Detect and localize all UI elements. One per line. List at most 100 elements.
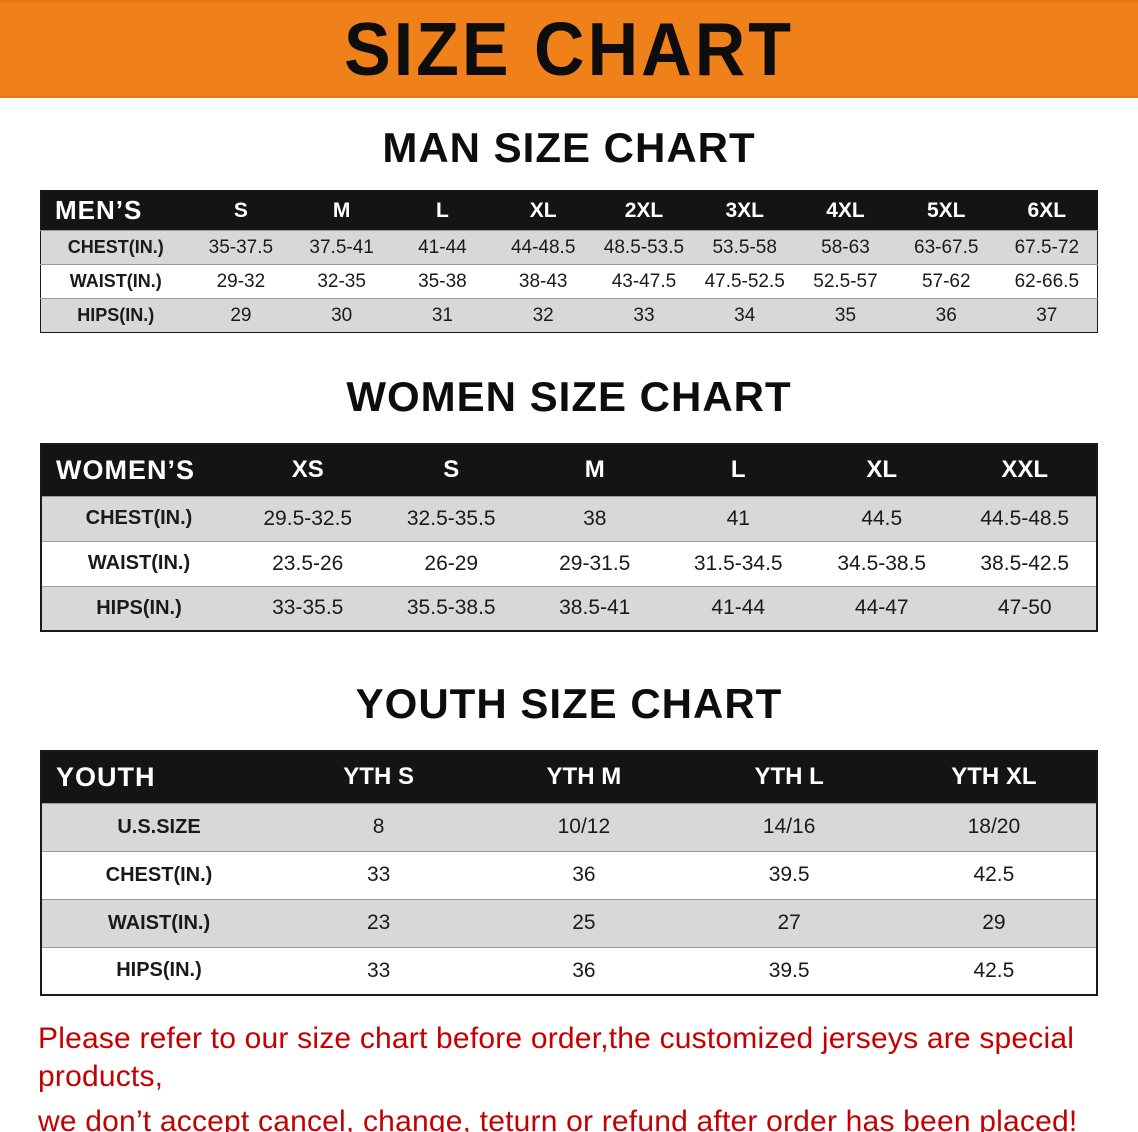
value-cell: 41-44 — [392, 230, 493, 265]
value-cell: 33 — [276, 946, 482, 995]
value-cell: 48.5-53.5 — [593, 230, 695, 265]
size-header-cell: XXL — [953, 444, 1097, 496]
size-header-cell: M — [291, 190, 393, 231]
youth-heading: YOUTH SIZE CHART — [355, 680, 783, 727]
table-title-cell: MEN’S — [40, 190, 191, 231]
women-size-table: WOMEN’S XS S M L XL XXL CHEST(IN.) 29.5-32.5 32.5… — [40, 443, 1098, 632]
value-cell: 35-37.5 — [190, 230, 292, 265]
value-cell: 44.5-48.5 — [953, 495, 1097, 541]
value-cell: 10/12 — [481, 802, 687, 851]
value-cell: 62-66.5 — [996, 264, 1098, 299]
size-header-cell: XL — [810, 444, 954, 496]
value-cell: 33 — [276, 850, 482, 899]
value-cell: 27 — [686, 898, 892, 947]
row-label-cell: HIPS(IN.) — [41, 585, 236, 631]
size-header-cell: XL — [492, 190, 594, 231]
value-cell: 43-47.5 — [593, 264, 695, 299]
value-cell: 35 — [795, 298, 896, 333]
table-row: WAIST(IN.) 23 25 27 29 — [41, 898, 1097, 947]
value-cell: 52.5-57 — [795, 264, 896, 299]
value-cell: 38.5-42.5 — [953, 540, 1097, 586]
size-header-cell: YTH L — [686, 751, 892, 803]
value-cell: 58-63 — [795, 230, 896, 265]
value-cell: 25 — [481, 898, 687, 947]
size-header-cell: L — [392, 190, 493, 231]
size-header-cell: L — [666, 444, 810, 496]
value-cell: 63-67.5 — [895, 230, 997, 265]
value-cell: 31 — [392, 298, 493, 333]
row-label-cell: CHEST(IN.) — [41, 495, 236, 541]
value-cell: 32-35 — [291, 264, 393, 299]
notice-line-1: Please refer to our size chart before or… — [38, 1022, 1075, 1093]
row-label-cell: HIPS(IN.) — [40, 298, 191, 333]
table-row: U.S.SIZE 8 10/12 14/16 18/20 — [41, 802, 1097, 851]
value-cell: 30 — [291, 298, 393, 333]
value-cell: 37.5-41 — [291, 230, 393, 265]
table-row: CHEST(IN.) 29.5-32.5 32.5-35.5 38 41 44.5 44.5… — [41, 495, 1097, 541]
value-cell: 29 — [891, 898, 1097, 947]
value-cell: 35.5-38.5 — [379, 585, 523, 631]
size-header-cell: S — [190, 190, 292, 231]
value-cell: 33 — [593, 298, 695, 333]
size-header-cell: YTH S — [276, 751, 482, 803]
youth-size-table: YOUTH YTH S YTH M YTH L YTH XL U.S.SIZE 8 10/12… — [40, 750, 1098, 996]
size-header-cell: 2XL — [593, 190, 695, 231]
value-cell: 26-29 — [379, 540, 523, 586]
table-row: WAIST(IN.) 29-32 32-35 35-38 38-43 43-47.5 47.… — [40, 264, 1098, 299]
table-title-cell: YOUTH — [41, 751, 276, 803]
men-size-table: MEN’S S M L XL 2XL 3XL 4XL 5XL 6XL CHEST(IN.) 35-37… — [40, 190, 1098, 333]
size-header-cell: 4XL — [795, 190, 896, 231]
men-section: MAN SIZE CHART MEN’S S M L XL 2XL 3XL 4XL 5XL 6XL… — [0, 124, 1138, 333]
youth-section: YOUTH SIZE CHART YOUTH YTH S YTH M YTH L YTH… — [0, 680, 1138, 996]
banner: SIZE CHART — [0, 0, 1138, 98]
value-cell: 38.5-41 — [523, 585, 667, 631]
notice-line-2: we don’t accept cancel, change, teturn o… — [38, 1105, 1078, 1132]
value-cell: 29 — [190, 298, 292, 333]
value-cell: 23.5-26 — [236, 540, 380, 586]
value-cell: 14/16 — [686, 802, 892, 851]
row-label-cell: WAIST(IN.) — [41, 898, 276, 947]
table-row: HIPS(IN.) 29 30 31 32 33 34 35 36 37 — [40, 298, 1098, 333]
size-header-cell: S — [379, 444, 523, 496]
row-label-cell: U.S.SIZE — [41, 802, 276, 851]
value-cell: 38-43 — [492, 264, 594, 299]
table-header-row: WOMEN’S XS S M L XL XXL — [41, 444, 1097, 496]
size-header-cell: 5XL — [895, 190, 997, 231]
women-heading: WOMEN SIZE CHART — [346, 373, 792, 420]
value-cell: 31.5-34.5 — [666, 540, 810, 586]
table-row: HIPS(IN.) 33-35.5 35.5-38.5 38.5-41 41-44 44-… — [41, 585, 1097, 631]
row-label-cell: CHEST(IN.) — [40, 230, 191, 265]
page-title: SIZE CHART — [344, 6, 794, 92]
size-header-cell: XS — [236, 444, 380, 496]
value-cell: 32 — [492, 298, 594, 333]
value-cell: 29-31.5 — [523, 540, 667, 586]
value-cell: 41-44 — [666, 585, 810, 631]
size-header-cell: YTH M — [481, 751, 687, 803]
value-cell: 36 — [481, 850, 687, 899]
table-row: CHEST(IN.) 35-37.5 37.5-41 41-44 44-48.5 48.5… — [40, 230, 1098, 265]
row-label-cell: CHEST(IN.) — [41, 850, 276, 899]
value-cell: 67.5-72 — [996, 230, 1098, 265]
row-label-cell: WAIST(IN.) — [41, 540, 236, 586]
value-cell: 44.5 — [810, 495, 954, 541]
women-section: WOMEN SIZE CHART WOMEN’S XS S M L XL XXL CHEST(… — [0, 373, 1138, 632]
table-title-cell: WOMEN’S — [41, 444, 236, 496]
value-cell: 44-48.5 — [492, 230, 594, 265]
value-cell: 33-35.5 — [236, 585, 380, 631]
value-cell: 47-50 — [953, 585, 1097, 631]
value-cell: 32.5-35.5 — [379, 495, 523, 541]
value-cell: 18/20 — [891, 802, 1097, 851]
footer-notice: Please refer to our size chart before or… — [38, 1020, 1100, 1132]
value-cell: 36 — [481, 946, 687, 995]
value-cell: 36 — [895, 298, 997, 333]
value-cell: 35-38 — [392, 264, 493, 299]
value-cell: 23 — [276, 898, 482, 947]
value-cell: 39.5 — [686, 946, 892, 995]
value-cell: 29-32 — [190, 264, 292, 299]
value-cell: 29.5-32.5 — [236, 495, 380, 541]
value-cell: 42.5 — [891, 946, 1097, 995]
row-label-cell: WAIST(IN.) — [40, 264, 191, 299]
table-row: CHEST(IN.) 33 36 39.5 42.5 — [41, 850, 1097, 899]
value-cell: 53.5-58 — [694, 230, 796, 265]
